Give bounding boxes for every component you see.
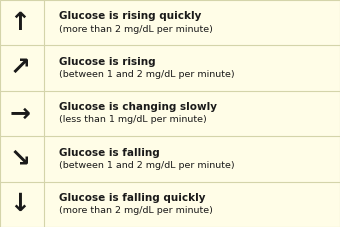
Text: (more than 2 mg/dL per minute): (more than 2 mg/dL per minute) [59,206,214,215]
Text: Glucose is falling: Glucose is falling [59,148,160,158]
Text: (more than 2 mg/dL per minute): (more than 2 mg/dL per minute) [59,25,214,34]
Text: Glucose is rising: Glucose is rising [59,57,156,67]
Text: (between 1 and 2 mg/dL per minute): (between 1 and 2 mg/dL per minute) [59,70,235,79]
Text: ↘: ↘ [9,147,30,171]
Text: (between 1 and 2 mg/dL per minute): (between 1 and 2 mg/dL per minute) [59,161,235,170]
Text: →: → [9,101,30,126]
Text: (less than 1 mg/dL per minute): (less than 1 mg/dL per minute) [59,115,207,124]
Text: Glucose is falling quickly: Glucose is falling quickly [59,193,206,203]
Text: Glucose is rising quickly: Glucose is rising quickly [59,11,202,21]
Text: ↑: ↑ [9,11,30,35]
Text: Glucose is changing slowly: Glucose is changing slowly [59,102,218,112]
Text: ↓: ↓ [9,192,30,216]
Text: ↗: ↗ [9,56,30,80]
